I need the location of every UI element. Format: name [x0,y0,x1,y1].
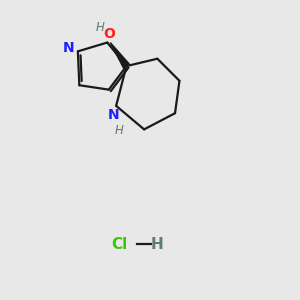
Text: H: H [115,124,124,137]
Text: N: N [63,41,75,56]
Text: N: N [107,108,119,122]
Text: H: H [151,237,164,252]
Text: H: H [95,21,104,34]
Text: O: O [103,27,115,41]
Text: Cl: Cl [111,237,127,252]
Polygon shape [110,43,129,68]
